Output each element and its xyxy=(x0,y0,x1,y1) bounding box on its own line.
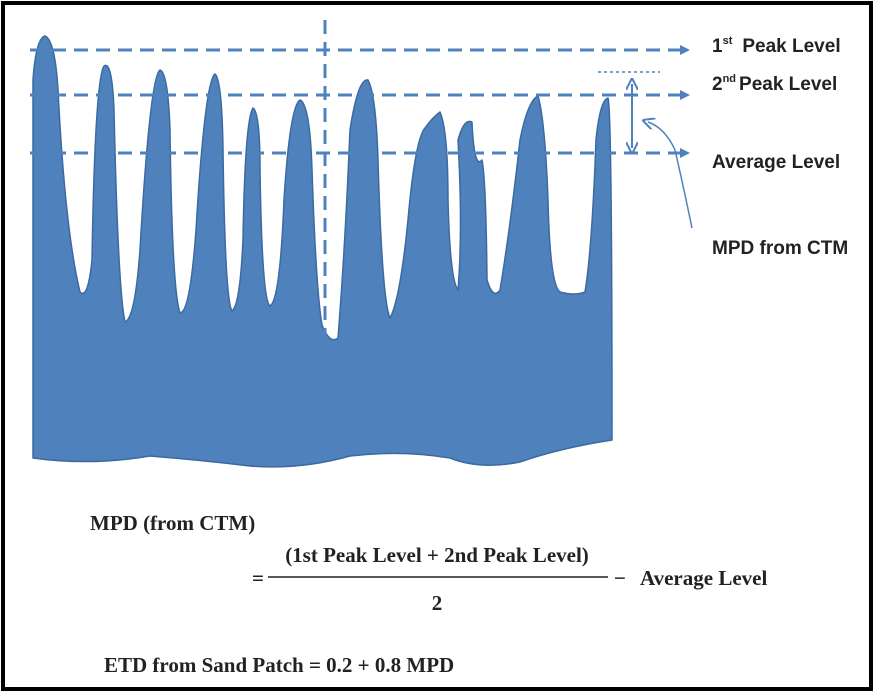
formula-result: Average Level xyxy=(640,566,767,590)
label-number: 2 xyxy=(712,74,723,95)
etd-formula: ETD from Sand Patch = 0.2 + 0.8 MPD xyxy=(104,653,454,677)
formula-equals: = xyxy=(252,566,264,590)
first-peak-label: 1st Peak Level xyxy=(712,35,841,57)
label-text: Peak Level xyxy=(742,36,840,57)
mpd-pointer xyxy=(648,122,693,229)
label-suffix: st xyxy=(723,35,733,47)
second-peak-label: 2nd Peak Level xyxy=(712,73,837,95)
label-text: Peak Level xyxy=(739,74,837,95)
surface-profile xyxy=(32,35,613,468)
formula-numerator: (1st Peak Level + 2nd Peak Level) xyxy=(285,543,589,567)
formula-denominator: 2 xyxy=(432,591,443,615)
formula-lhs: MPD (from CTM) xyxy=(90,511,255,535)
label-number: 1 xyxy=(712,36,723,57)
label-suffix: nd xyxy=(723,73,736,85)
average-label: Average Level xyxy=(712,152,840,173)
mpd-label: MPD from CTM xyxy=(712,238,848,259)
formula-minus: − xyxy=(614,566,626,590)
